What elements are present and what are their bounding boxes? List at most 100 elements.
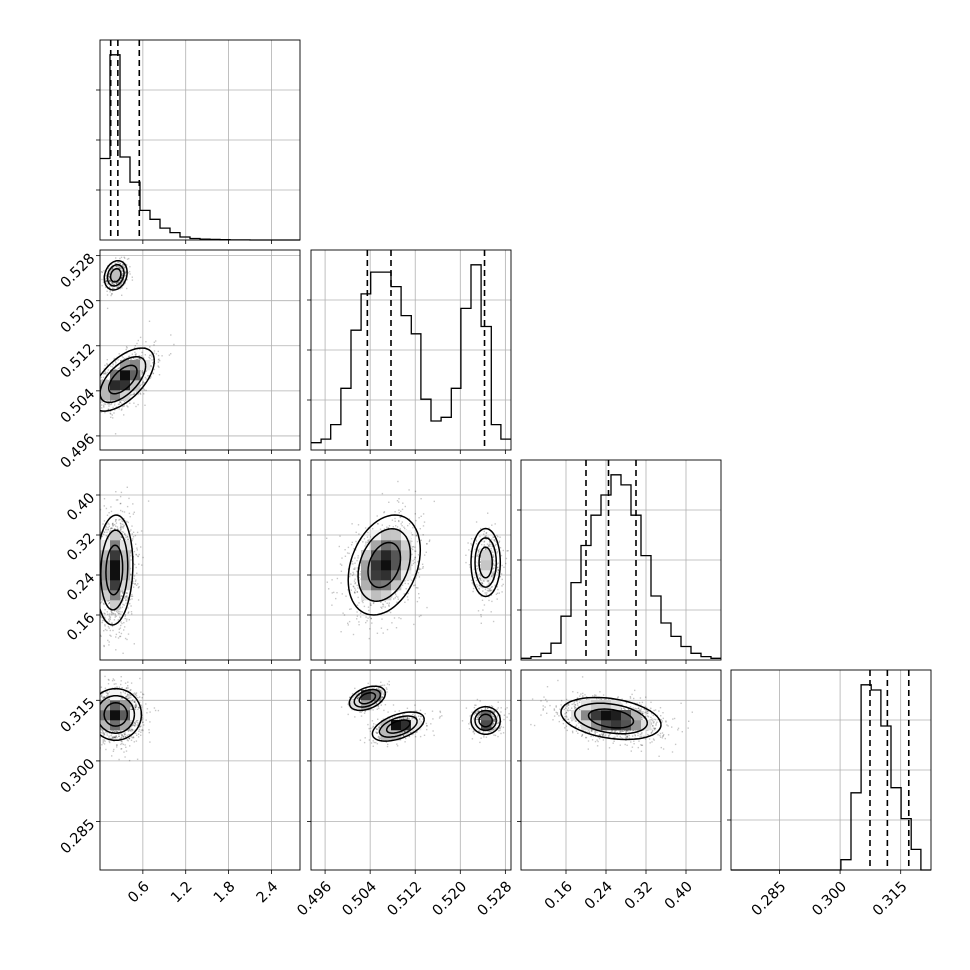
sample-point bbox=[356, 559, 358, 562]
sample-point bbox=[103, 619, 105, 621]
sample-point bbox=[121, 590, 123, 593]
sample-point bbox=[127, 740, 129, 742]
sample-point bbox=[155, 340, 157, 342]
sample-point bbox=[96, 720, 97, 721]
sample-point bbox=[120, 748, 123, 750]
sample-point bbox=[98, 722, 99, 723]
sample-point bbox=[120, 269, 123, 271]
sample-point bbox=[115, 491, 117, 493]
sample-point bbox=[414, 550, 417, 552]
sample-point bbox=[117, 499, 119, 501]
sample-point bbox=[111, 680, 114, 682]
sample-point bbox=[129, 729, 131, 732]
sample-point bbox=[95, 562, 96, 563]
sample-point bbox=[397, 596, 399, 598]
sample-point bbox=[115, 735, 117, 737]
density-cell bbox=[100, 700, 111, 711]
sample-point bbox=[124, 614, 127, 616]
sample-point bbox=[140, 691, 142, 693]
sample-point bbox=[138, 355, 140, 357]
sample-point bbox=[354, 578, 356, 580]
sample-point bbox=[129, 582, 132, 584]
sample-point bbox=[426, 606, 428, 609]
sample-point bbox=[106, 514, 109, 516]
sample-point bbox=[368, 540, 370, 543]
sample-point bbox=[122, 691, 125, 693]
sample-point bbox=[126, 592, 128, 594]
sample-point bbox=[355, 540, 357, 543]
sample-point bbox=[122, 531, 125, 533]
sample-point bbox=[129, 549, 132, 551]
sample-point bbox=[94, 566, 95, 567]
density-cell bbox=[120, 560, 131, 571]
sample-point bbox=[95, 699, 96, 700]
sample-point bbox=[96, 696, 97, 697]
sample-point bbox=[371, 622, 373, 624]
sample-point bbox=[100, 538, 102, 540]
sample-point bbox=[113, 284, 115, 286]
sample-point bbox=[118, 367, 120, 369]
sample-point bbox=[104, 278, 107, 280]
sample-point bbox=[115, 519, 117, 521]
sample-point bbox=[100, 508, 102, 511]
sample-point bbox=[135, 740, 138, 742]
sample-point bbox=[113, 731, 116, 733]
sample-point bbox=[114, 616, 116, 618]
sample-point bbox=[128, 737, 130, 740]
sample-point bbox=[107, 697, 109, 700]
sample-point bbox=[120, 736, 123, 739]
sample-point bbox=[104, 372, 106, 375]
sample-point bbox=[119, 611, 121, 613]
sample-point bbox=[125, 690, 127, 693]
sample-point bbox=[123, 751, 125, 753]
sample-point bbox=[130, 730, 132, 732]
sample-point bbox=[144, 376, 147, 379]
sample-point bbox=[138, 553, 140, 556]
sample-point bbox=[97, 604, 98, 605]
sample-point bbox=[115, 282, 117, 284]
sample-point bbox=[122, 599, 124, 601]
sample-point bbox=[108, 403, 110, 405]
sample-point bbox=[97, 584, 98, 585]
sample-point bbox=[98, 561, 99, 562]
sample-point bbox=[125, 696, 127, 698]
sample-point bbox=[122, 743, 124, 746]
sample-point bbox=[123, 525, 125, 527]
sample-point bbox=[122, 274, 124, 277]
sample-point bbox=[148, 731, 150, 734]
sample-point bbox=[121, 277, 123, 279]
sample-point bbox=[108, 272, 111, 274]
sample-point bbox=[105, 507, 108, 510]
sample-point bbox=[103, 696, 106, 698]
sample-point bbox=[140, 719, 143, 721]
sample-point bbox=[398, 509, 400, 511]
density-cell bbox=[110, 530, 121, 541]
sample-point bbox=[127, 597, 129, 599]
sample-point bbox=[368, 539, 370, 541]
sample-point bbox=[137, 709, 139, 711]
sample-point bbox=[122, 735, 124, 737]
sample-point bbox=[111, 366, 114, 368]
sample-point bbox=[124, 596, 126, 598]
sample-point bbox=[138, 586, 140, 588]
sample-point bbox=[132, 538, 134, 540]
sample-point bbox=[112, 362, 114, 365]
sample-point bbox=[98, 712, 99, 713]
sample-point bbox=[331, 604, 333, 606]
sample-point bbox=[112, 267, 114, 270]
density-cell bbox=[120, 580, 131, 591]
sample-point bbox=[131, 613, 133, 615]
sample-point bbox=[103, 612, 105, 614]
sample-point bbox=[122, 359, 125, 361]
sample-point bbox=[98, 723, 99, 724]
sample-point bbox=[100, 686, 103, 688]
sample-point bbox=[98, 708, 99, 709]
sample-point bbox=[130, 725, 132, 728]
sample-point bbox=[100, 532, 102, 535]
sample-point bbox=[126, 618, 128, 620]
sample-point bbox=[134, 706, 137, 708]
sample-point bbox=[111, 755, 113, 757]
sample-point bbox=[114, 520, 117, 522]
sample-point bbox=[123, 604, 125, 606]
